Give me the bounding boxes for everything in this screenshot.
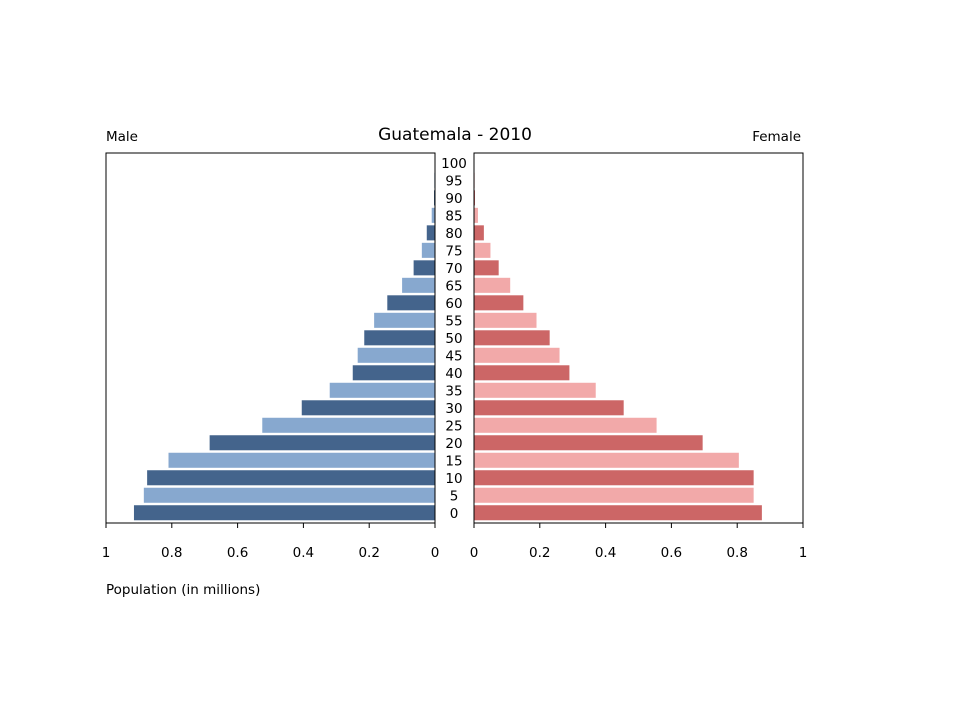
- age-label-45: 45: [445, 348, 462, 364]
- female-bar-45: [474, 347, 560, 363]
- male-bar-10: [147, 470, 436, 486]
- female-tick-label: 1: [799, 545, 808, 561]
- female-bar-60: [474, 295, 524, 311]
- female-bar-55: [474, 312, 537, 328]
- age-label-75: 75: [445, 243, 462, 259]
- male-bar-25: [262, 417, 435, 433]
- female-tick-label: 0.8: [726, 545, 747, 561]
- male-bar-65: [402, 277, 435, 293]
- male-bar-80: [426, 225, 435, 241]
- age-label-40: 40: [445, 366, 462, 382]
- female-tick-label: 0.2: [529, 545, 550, 561]
- male-label: Male: [106, 129, 138, 145]
- male-bar-5: [143, 487, 435, 503]
- female-bar-35: [474, 382, 596, 398]
- chart-title: Guatemala - 2010: [378, 125, 532, 145]
- x-axis-ticks: 1 0.8 0.6 0.4 0.2 0 0 0.2 0.4 0.6 0.8 1: [102, 523, 808, 561]
- female-bar-15: [474, 452, 739, 468]
- age-label-35: 35: [445, 383, 462, 399]
- age-label-95: 95: [445, 173, 462, 189]
- age-label-20: 20: [445, 436, 462, 452]
- age-label-50: 50: [445, 331, 462, 347]
- age-label-70: 70: [445, 261, 462, 277]
- age-label-100: 100: [441, 156, 467, 172]
- male-tick-label: 0.2: [358, 545, 379, 561]
- female-bars: [474, 155, 762, 521]
- male-bar-35: [329, 382, 435, 398]
- female-tick-label: 0.6: [661, 545, 682, 561]
- age-label-60: 60: [445, 296, 462, 312]
- male-bar-50: [364, 330, 435, 346]
- male-bar-15: [168, 452, 435, 468]
- male-bar-70: [413, 260, 436, 276]
- female-bar-30: [474, 400, 624, 416]
- female-label: Female: [752, 129, 801, 145]
- male-bar-40: [352, 365, 435, 381]
- female-bar-85: [474, 207, 478, 223]
- female-bar-40: [474, 365, 570, 381]
- age-label-55: 55: [445, 313, 462, 329]
- age-label-65: 65: [445, 278, 462, 294]
- female-plot-frame: [473, 152, 804, 524]
- male-tick-label: 0.8: [161, 545, 182, 561]
- male-bar-20: [209, 435, 435, 451]
- male-bar-30: [301, 400, 435, 416]
- male-tick-label: 0.6: [227, 545, 248, 561]
- female-bar-70: [474, 260, 499, 276]
- age-label-85: 85: [445, 208, 462, 224]
- male-tick-label: 1: [102, 545, 111, 561]
- male-tick-label: 0.4: [293, 545, 314, 561]
- male-tick-label: 0: [431, 545, 440, 561]
- male-bar-60: [387, 295, 435, 311]
- x-axis-label: Population (in millions): [106, 582, 260, 598]
- female-bar-25: [474, 417, 657, 433]
- male-bar-55: [374, 312, 435, 328]
- age-label-10: 10: [445, 471, 462, 487]
- age-label-0: 0: [450, 506, 459, 522]
- age-label-15: 15: [445, 453, 462, 469]
- female-bar-65: [474, 277, 511, 293]
- female-bar-20: [474, 435, 703, 451]
- male-bar-75: [421, 242, 435, 258]
- female-tick-label: 0: [470, 545, 479, 561]
- male-bar-0: [133, 505, 435, 521]
- female-bar-50: [474, 330, 550, 346]
- age-label-90: 90: [445, 191, 462, 207]
- male-plot-frame: [105, 152, 436, 524]
- female-bar-80: [474, 225, 484, 241]
- male-bar-85: [431, 207, 435, 223]
- male-bar-45: [357, 347, 435, 363]
- female-bar-10: [474, 470, 754, 486]
- age-label-25: 25: [445, 418, 462, 434]
- age-label-5: 5: [450, 488, 459, 504]
- age-label-30: 30: [445, 401, 462, 417]
- female-tick-label: 0.4: [595, 545, 616, 561]
- male-bars: [133, 155, 436, 521]
- female-bar-5: [474, 487, 754, 503]
- female-bar-75: [474, 242, 491, 258]
- age-label-80: 80: [445, 226, 462, 242]
- female-bar-0: [474, 505, 762, 521]
